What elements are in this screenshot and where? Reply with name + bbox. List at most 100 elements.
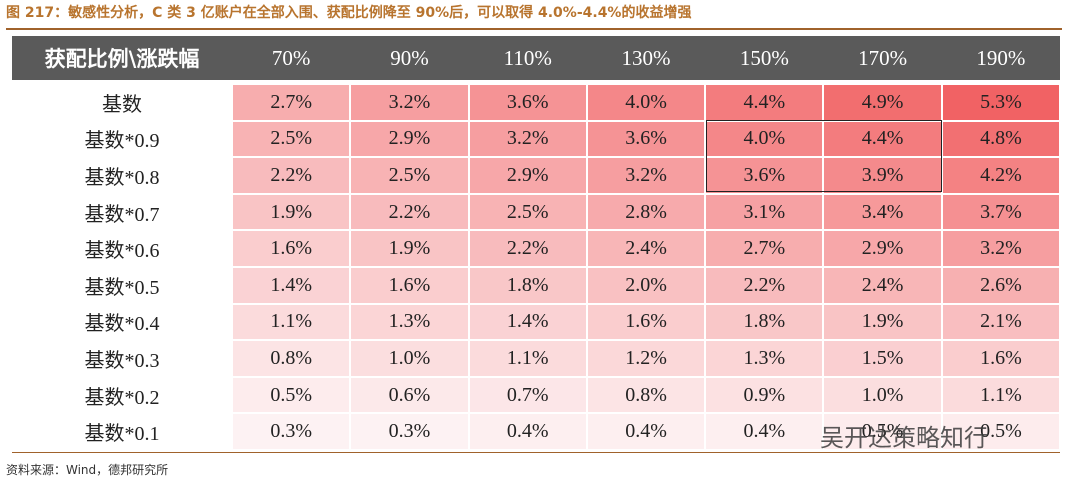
highlight-box — [706, 120, 942, 192]
watermark: 吴开达策略知行 — [820, 424, 988, 452]
value-cell: 0.8% — [232, 340, 351, 377]
row-label: 基数*0.3 — [12, 340, 232, 377]
row-label: 基数*0.4 — [12, 303, 232, 341]
row-label: 基数*0.9 — [12, 120, 232, 158]
value-cell: 2.5% — [232, 120, 351, 158]
header-cell: 130% — [621, 45, 671, 70]
value-cell: 1.0% — [823, 376, 942, 414]
row-label: 基数*0.7 — [12, 193, 232, 231]
value-cell: 0.3% — [350, 413, 469, 450]
value-cell: 0.5% — [941, 413, 1061, 450]
value-cell: 2.8% — [586, 193, 706, 231]
table: 获配比例\涨跌幅 70% 90% 110% 130% 150% 170% 190% 基数 2.7%… — [12, 36, 1061, 450]
value-cell: 0.7% — [468, 376, 587, 414]
value-cell: 4.8% — [941, 120, 1061, 158]
table-row: 基数*0.5 1.4% 1.6% 1.8% 2.0% 2.2% 2.4% 2.6% — [12, 266, 1061, 304]
row-label: 基数*0.1 — [12, 413, 232, 450]
header-cell: 70% — [271, 45, 311, 70]
value-cell: 2.9% — [468, 157, 587, 194]
value-cell: 4.2% — [941, 157, 1061, 194]
table-row: 基数*0.8 2.2% 2.5% 2.9% 3.2% 3.6% 3.9% 4.2% — [12, 157, 1061, 194]
value-cell: 1.9% — [823, 303, 942, 341]
source: 资料来源：Wind，德邦研究所 — [6, 463, 169, 477]
value-cell: 2.2% — [350, 193, 469, 231]
row-label: 基数*0.6 — [12, 230, 232, 267]
value-cell: 3.6% — [468, 84, 587, 121]
header-cell: 190% — [976, 45, 1026, 70]
table-row: 基数*0.4 1.1% 1.3% 1.4% 1.6% 1.8% 1.9% 2.1% — [12, 303, 1061, 341]
value-cell: 0.4% — [586, 413, 706, 450]
value-cell: 3.2% — [586, 157, 706, 194]
value-cell: 2.2% — [705, 266, 824, 304]
value-cell: 1.3% — [350, 303, 469, 341]
value-cell: 0.6% — [350, 376, 469, 414]
value-cell: 4.4% — [705, 84, 824, 121]
value-cell: 2.7% — [232, 84, 351, 121]
value-cell: 3.6% — [586, 120, 706, 158]
value-cell: 0.5% — [823, 413, 942, 450]
value-cell: 1.4% — [232, 266, 351, 304]
value-cell: 1.0% — [350, 340, 469, 377]
value-cell: 3.6% — [705, 157, 824, 194]
header-cell: 90% — [390, 45, 429, 70]
value-cell: 0.5% — [232, 376, 351, 414]
value-cell: 1.6% — [941, 340, 1061, 377]
value-cell: 4.9% — [823, 84, 942, 121]
value-cell: 2.2% — [232, 157, 351, 194]
value-cell: 3.2% — [941, 230, 1061, 267]
header-cell: 170% — [858, 45, 908, 70]
value-cell: 1.6% — [586, 303, 706, 341]
value-cell: 1.8% — [468, 266, 587, 304]
row-label: 基数 — [12, 84, 232, 121]
value-cell: 0.9% — [705, 376, 824, 414]
value-cell: 1.1% — [232, 303, 351, 341]
value-cell: 3.9% — [823, 157, 942, 194]
row-label: 基数*0.8 — [12, 157, 232, 194]
value-cell: 2.5% — [468, 193, 587, 231]
value-cell: 1.1% — [468, 340, 587, 377]
header-row: 获配比例\涨跌幅 70% 90% 110% 130% 150% 170% 190% — [12, 36, 1060, 80]
value-cell: 1.4% — [468, 303, 587, 341]
value-cell: 4.4% — [823, 120, 942, 158]
value-cell: 2.7% — [705, 230, 824, 267]
value-cell: 1.9% — [232, 193, 351, 231]
value-cell: 2.0% — [586, 266, 706, 304]
value-cell: 0.4% — [705, 413, 824, 450]
table-row: 基数*0.6 1.6% 1.9% 2.2% 2.4% 2.7% 2.9% 3.2% — [12, 230, 1061, 267]
value-cell: 0.8% — [586, 376, 706, 414]
value-cell: 1.6% — [350, 266, 469, 304]
header-cell: 150% — [739, 45, 789, 70]
table-row: 基数*0.1 0.3% 0.3% 0.4% 0.4% 0.4% 0.5% 0.5% — [12, 413, 1061, 450]
value-cell: 3.7% — [941, 193, 1061, 231]
title: 图 217：敏感性分析，C 类 3 亿账户在全部入围、获配比例降至 90%后，可… — [6, 5, 692, 21]
value-cell: 4.0% — [705, 120, 824, 158]
header-cell: 110% — [503, 45, 552, 70]
value-cell: 1.6% — [232, 230, 351, 267]
value-cell: 2.1% — [941, 303, 1061, 341]
table-row: 基数*0.3 0.8% 1.0% 1.1% 1.2% 1.3% 1.5% 1.6% — [12, 340, 1061, 377]
value-cell: 2.9% — [350, 120, 469, 158]
value-cell: 3.4% — [823, 193, 942, 231]
table-row: 基数 2.7% 3.2% 3.6% 4.0% 4.4% 4.9% 5.3% — [12, 84, 1061, 121]
value-cell: 1.9% — [350, 230, 469, 267]
header-cell: 获配比例\涨跌幅 — [44, 47, 200, 71]
title-rule — [6, 28, 1062, 30]
value-cell: 2.4% — [586, 230, 706, 267]
row-label: 基数*0.5 — [12, 266, 232, 304]
table-row: 基数*0.2 0.5% 0.6% 0.7% 0.8% 0.9% 1.0% 1.1% — [12, 376, 1061, 414]
bottom-rule — [12, 452, 1060, 453]
value-cell: 5.3% — [941, 84, 1061, 121]
value-cell: 2.4% — [823, 266, 942, 304]
value-cell: 0.3% — [232, 413, 351, 450]
value-cell: 1.8% — [705, 303, 824, 341]
value-cell: 3.2% — [468, 120, 587, 158]
value-cell: 2.5% — [350, 157, 469, 194]
row-label: 基数*0.2 — [12, 376, 232, 414]
value-cell: 2.6% — [941, 266, 1061, 304]
value-cell: 1.3% — [705, 340, 824, 377]
value-cell: 4.0% — [586, 84, 706, 121]
value-cell: 0.4% — [468, 413, 587, 450]
value-cell: 3.2% — [350, 84, 469, 121]
value-cell: 2.9% — [823, 230, 942, 267]
